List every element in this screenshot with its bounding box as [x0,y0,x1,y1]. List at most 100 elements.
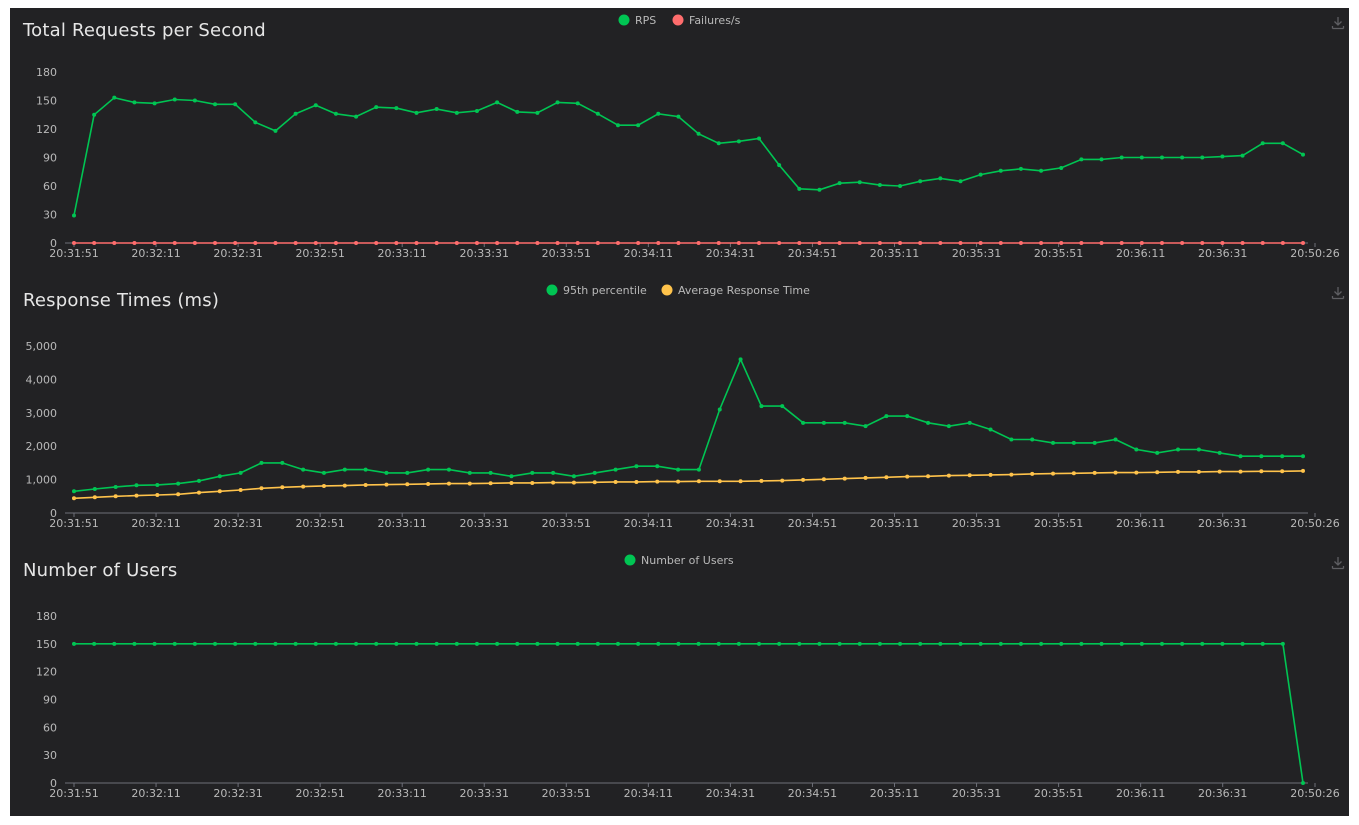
data-point [716,641,721,646]
y-tick-label: 90 [43,152,57,165]
data-point [898,184,903,188]
data-point [634,479,639,484]
data-point [592,480,597,485]
data-point [1018,166,1023,171]
data-point [535,110,540,115]
data-point [301,467,306,472]
data-point [273,128,278,133]
data-point [1301,468,1305,473]
data-point [1139,641,1144,646]
data-point [676,641,681,646]
legend-marker [624,554,636,566]
data-point [918,241,923,245]
x-tick-label: 20:32:31 [213,787,262,800]
x-tick-label: 20:35:31 [952,787,1001,800]
data-point [1259,469,1264,474]
x-tick-label: 20:35:51 [1034,247,1083,260]
data-point [1092,440,1097,445]
data-point [92,495,97,500]
data-point [655,464,660,469]
legend-marker [618,14,630,26]
data-point [842,420,847,425]
data-point [676,467,681,472]
data-point [1059,641,1064,646]
data-point [1280,454,1285,459]
data-point [636,641,641,646]
data-point [313,641,318,646]
y-tick-label: 1,000 [26,474,58,487]
data-point [946,473,951,478]
data-point [233,641,238,646]
data-point [1220,154,1225,159]
data-point [595,241,600,245]
data-point [374,641,379,646]
data-point [801,420,806,425]
data-point [1079,641,1084,646]
data-point [112,641,117,646]
data-point [1099,157,1104,162]
data-point [495,241,500,245]
x-tick-label: 20:31:51 [49,247,98,260]
data-point [1051,440,1056,445]
data-point [656,241,661,245]
data-point [1280,141,1285,146]
data-point [696,479,701,484]
data-point [1280,641,1285,646]
data-point [134,483,139,488]
data-point [213,102,218,107]
data-point [857,241,862,245]
legend-label: Number of Users [641,554,734,567]
y-tick-label: 180 [36,610,57,623]
x-tick-label: 20:32:11 [131,247,180,260]
data-point [434,107,439,112]
data-point [474,241,479,245]
data-point [1155,470,1160,475]
y-tick-label: 30 [43,749,57,762]
data-point [696,241,701,245]
x-tick-label: 20:31:51 [49,517,98,530]
data-point [293,241,298,245]
data-point [842,476,847,481]
data-point [592,470,597,475]
data-point [1039,168,1044,173]
chart-title: Response Times (ms) [23,290,220,311]
data-point [1301,454,1305,459]
download-icon[interactable] [1331,556,1345,570]
data-point [1260,241,1265,245]
data-point [757,641,762,646]
data-point [1092,470,1097,475]
data-point [1079,157,1084,162]
data-point [1280,469,1285,474]
data-point [1217,469,1222,474]
x-tick-label: 20:33:31 [460,517,509,530]
x-tick-label: 20:32:11 [131,517,180,530]
data-point [918,641,923,646]
y-tick-label: 60 [43,721,57,734]
download-icon[interactable] [1331,286,1345,300]
data-point [196,490,201,495]
data-point [474,641,479,646]
data-point [454,641,459,646]
data-point [801,477,806,482]
x-tick-label: 20:33:51 [542,247,591,260]
data-point [172,641,177,646]
data-point [817,641,822,646]
users-chart: 0 30 60 90 120 150 180 20:31:51 20:32:11 20:32:31… [36,554,1340,800]
data-point [655,479,660,484]
x-tick-label: 20:50:26 [1290,787,1339,800]
data-point [280,485,285,490]
x-tick-label: 20:31:51 [49,787,98,800]
data-point [615,241,620,245]
data-point [333,641,338,646]
series-line-average-response-time [73,470,1304,500]
data-point [676,114,681,119]
data-point [72,489,76,494]
download-icon[interactable] [1331,16,1345,30]
data-point [280,460,285,465]
legend-label: Failures/s [689,14,741,27]
data-point [821,477,826,482]
data-point [176,492,181,497]
data-point [636,123,641,128]
data-point [374,241,379,245]
data-point [555,641,560,646]
